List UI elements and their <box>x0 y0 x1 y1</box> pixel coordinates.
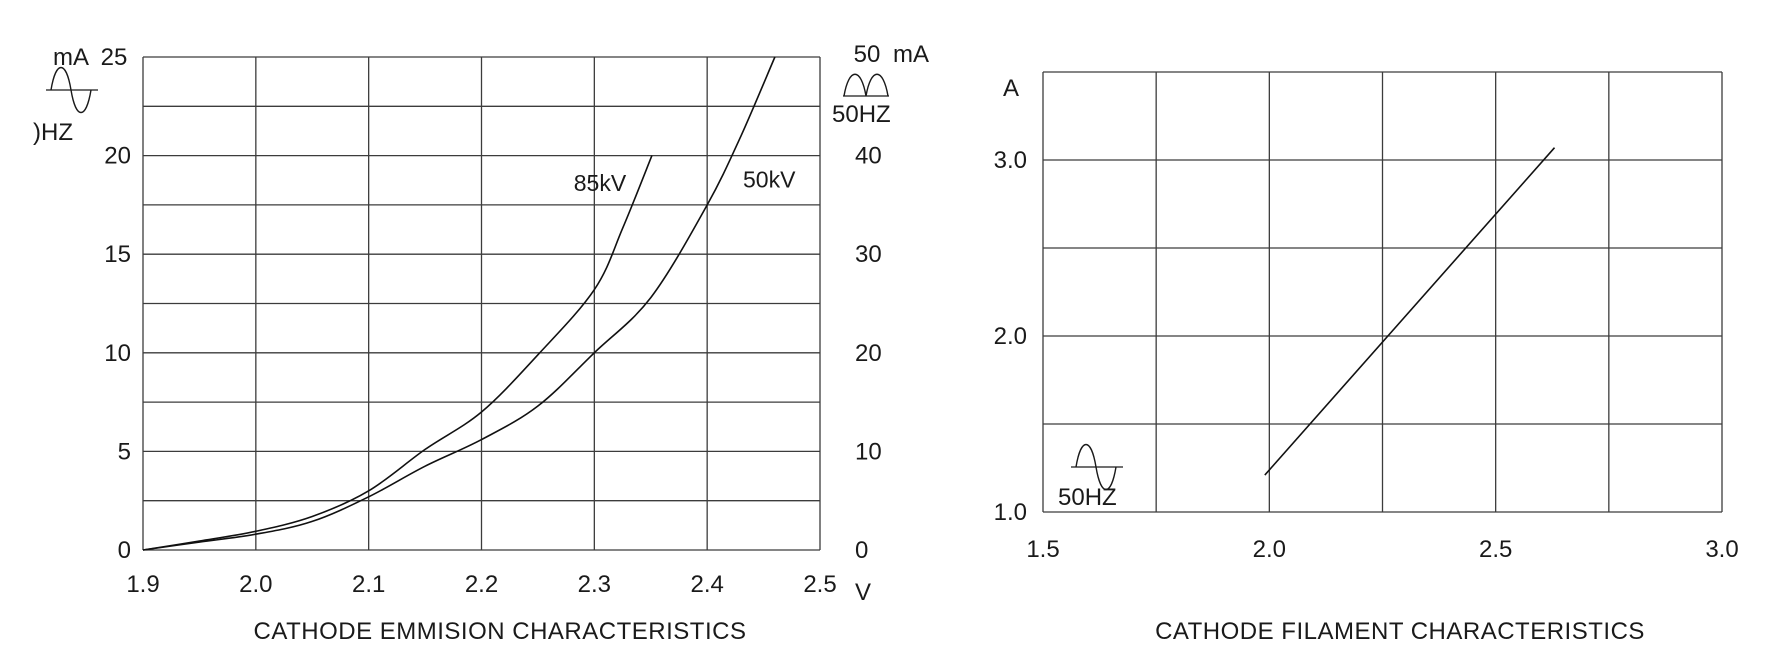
x-tick-label: 1.5 <box>1026 536 1059 563</box>
y-tick-label-left: 15 <box>104 241 131 268</box>
x-tick-label: 2.5 <box>803 571 836 598</box>
y-tick-label-left: 3.0 <box>994 147 1027 174</box>
emission-plot-layer: 1.9 2.0 2.1 2.2 2.3 2.4 2.5 V 0 5 10 15 20 mA 25 )HZ 0 10… <box>33 41 929 606</box>
emission-chart-title: CATHODE EMMISION CHARACTERISTICS <box>254 618 747 645</box>
x-tick-label: 3.0 <box>1705 536 1738 563</box>
full-wave-rectified-icon <box>843 73 889 97</box>
y-tick-label-right: 30 <box>855 241 882 268</box>
y-tick-label-left: 1.0 <box>994 499 1027 526</box>
x-tick-label: 2.5 <box>1479 536 1512 563</box>
y-tick-label-left: 5 <box>118 438 131 465</box>
y-tick-label-left: 0 <box>118 537 131 564</box>
x-tick-label: 2.1 <box>352 571 385 598</box>
y-tick-label-left: 25 <box>101 44 128 71</box>
y-tick-label-right: 40 <box>855 143 882 170</box>
sine-wave-icon <box>50 67 92 113</box>
y-tick-label-right: 20 <box>855 340 882 367</box>
right-axis-unit-label: mA <box>893 41 929 68</box>
series-label-85kV: 85kV <box>574 170 627 196</box>
y-tick-label-left: 20 <box>104 143 131 170</box>
x-tick-label: 2.0 <box>239 571 272 598</box>
filament-plot-layer: 1.5 2.0 2.5 3.0 1.0 2.0 3.0 A 50HZ <box>994 71 1739 563</box>
series-curve-85kV <box>142 155 653 551</box>
x-tick-label: 1.9 <box>126 571 159 598</box>
series-label-50kV: 50kV <box>743 166 796 192</box>
y-axis-unit-label: A <box>1003 75 1019 102</box>
freq-label: 50HZ <box>1058 484 1117 511</box>
filament-chart-title: CATHODE FILAMENT CHARACTERISTICS <box>1155 618 1645 645</box>
right-axis-freq-label: 50HZ <box>832 101 891 128</box>
x-tick-label: 2.3 <box>578 571 611 598</box>
x-tick-label: 2.2 <box>465 571 498 598</box>
series-curve <box>1264 147 1556 476</box>
y-tick-label-left: 10 <box>104 340 131 367</box>
y-tick-label-left: 2.0 <box>994 323 1027 350</box>
series-curve-50kV <box>142 56 776 551</box>
y-tick-label-right: 50 <box>854 41 881 68</box>
x-tick-label: 2.0 <box>1253 536 1286 563</box>
sine-wave-icon <box>1075 444 1117 490</box>
emission-chart-svg: 1.9 2.0 2.1 2.2 2.3 2.4 2.5 V 0 5 10 15 20 mA 25 )HZ 0 10… <box>33 41 929 645</box>
x-tick-label: 2.4 <box>690 571 723 598</box>
x-axis-unit-label: V <box>855 579 871 606</box>
y-tick-label-right: 0 <box>855 537 868 564</box>
filament-chart-svg: 1.5 2.0 2.5 3.0 1.0 2.0 3.0 A 50HZ CATHODE FILAM… <box>994 71 1739 645</box>
y-tick-label-right: 10 <box>855 438 882 465</box>
left-axis-freq-label: )HZ <box>33 119 73 146</box>
left-axis-unit-label: mA <box>53 44 89 71</box>
